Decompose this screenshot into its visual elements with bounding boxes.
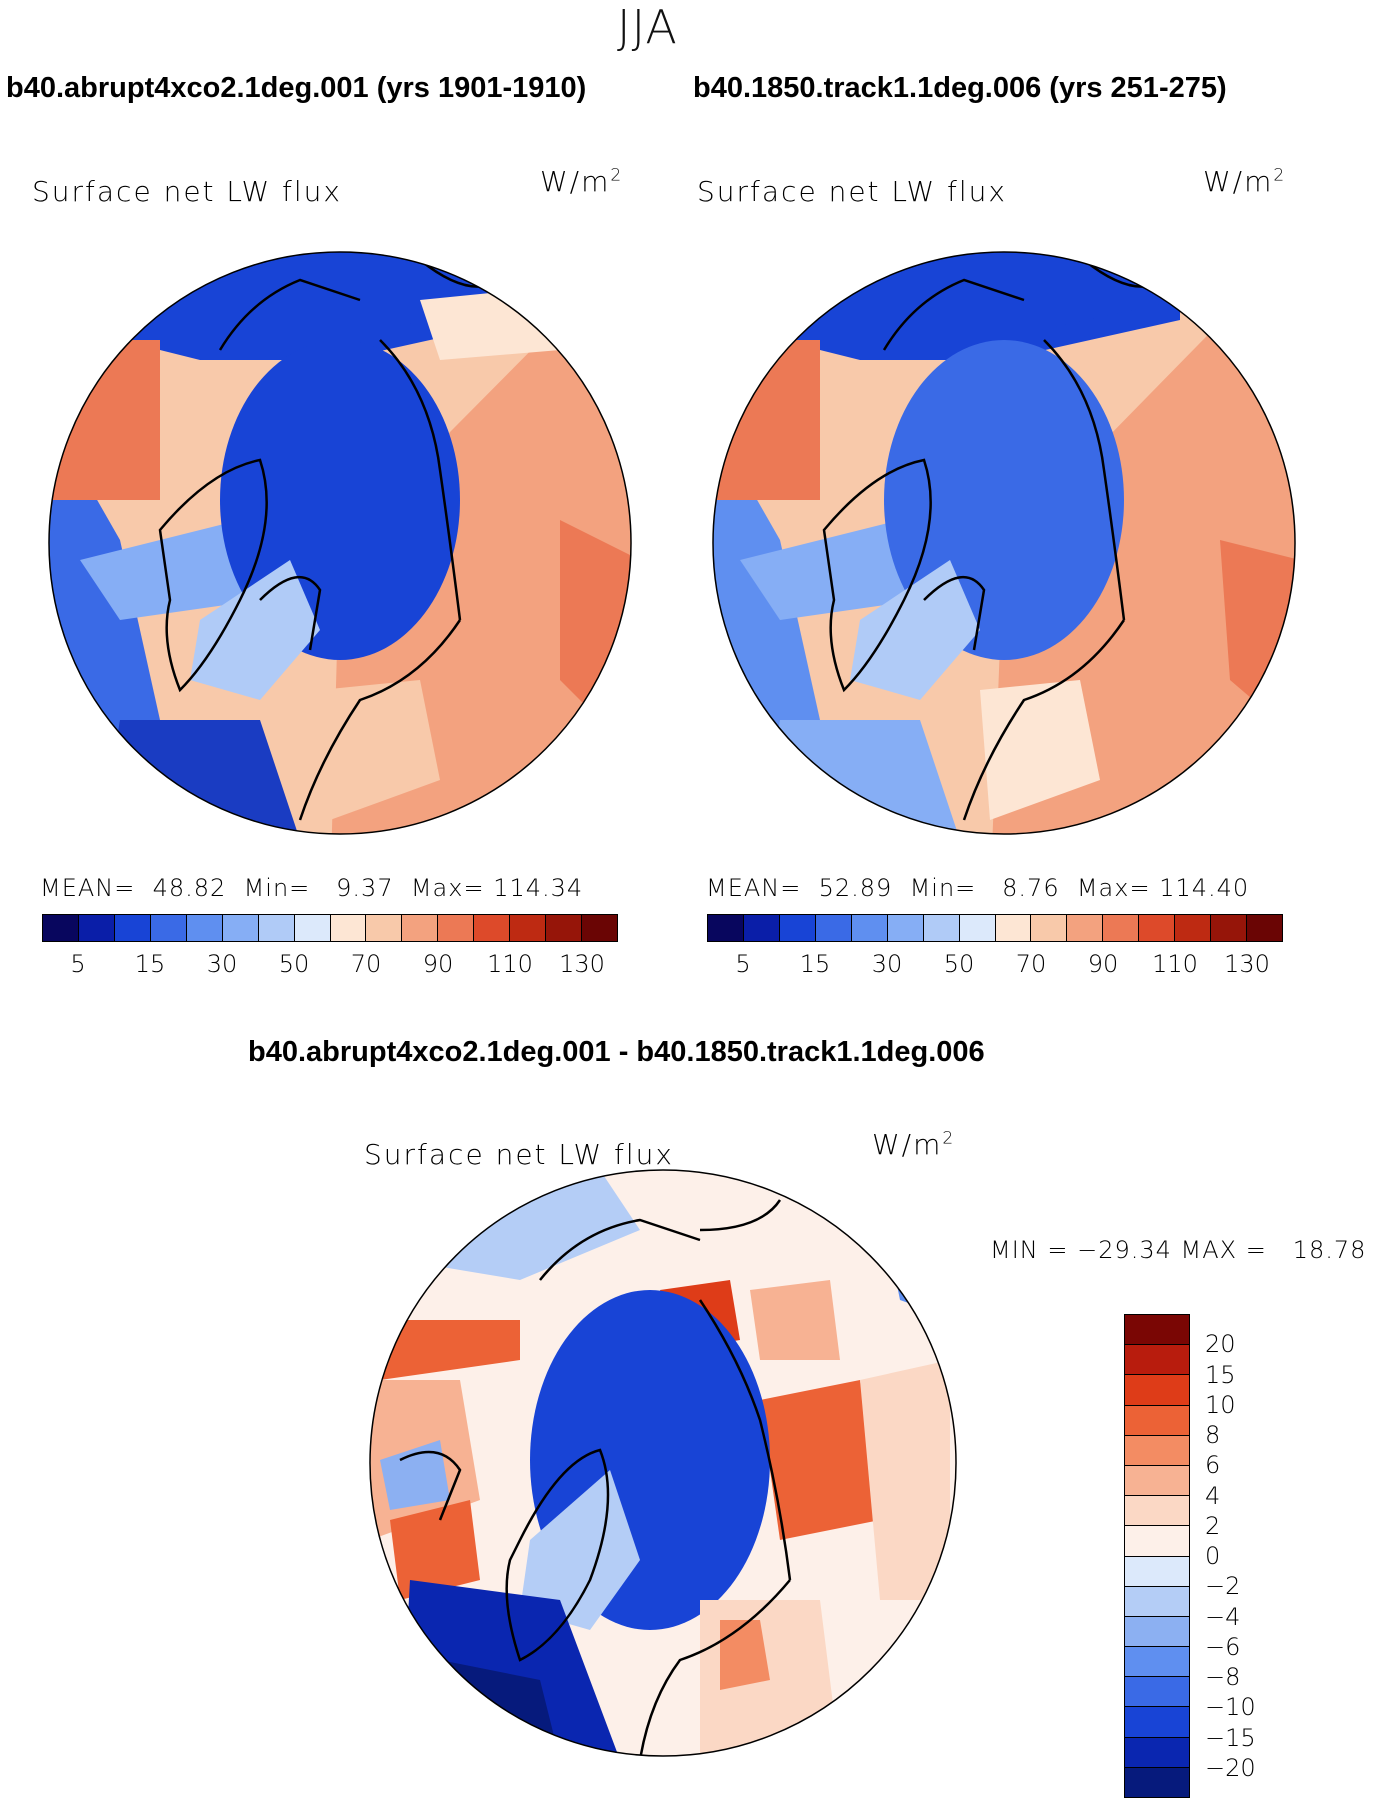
- panel-2-colorbar-tick-label: 110: [1152, 950, 1198, 978]
- panel-2-colorbar-swatch: [851, 915, 888, 941]
- difference-colorbar-tick-label: −2: [1205, 1572, 1241, 1601]
- panel-1-colorbar-tick-label: 5: [70, 950, 86, 978]
- difference-colorbar-tick-label: −6: [1205, 1632, 1241, 1661]
- panel-1-colorbar-swatch: [366, 915, 403, 941]
- difference-colorbar-swatch: [1125, 1556, 1189, 1587]
- panel-2-colorbar-swatch: [1067, 915, 1104, 941]
- panel-2-variable-title: Surface net LW flux: [697, 175, 1007, 208]
- difference-variable-title: Surface net LW flux: [364, 1138, 674, 1171]
- panel-1-colorbar: [42, 914, 618, 942]
- panel-2-colorbar-tick-label: 30: [871, 950, 903, 978]
- panel-2-colorbar-swatch: [887, 915, 924, 941]
- difference-colorbar-swatch: [1125, 1707, 1189, 1738]
- panel-1-colorbar-tick-label: 130: [559, 950, 605, 978]
- panel-1-units: W/m2: [540, 165, 624, 198]
- panel-1-variable-title: Surface net LW flux: [32, 175, 342, 208]
- panel-1-case-title: b40.abrupt4xco2.1deg.001 (yrs 1901-1910): [6, 72, 587, 104]
- season-title: JJA: [617, 0, 678, 54]
- panel-1-colorbar-swatch: [294, 915, 331, 941]
- difference-colorbar-swatch: [1125, 1345, 1189, 1376]
- panel-1-colorbar-tick-label: 70: [350, 950, 382, 978]
- panel-2-colorbar-tick-label: 130: [1224, 950, 1270, 978]
- difference-colorbar-swatch: [1125, 1465, 1189, 1497]
- panel-1-colorbar-tick-label: 50: [278, 950, 310, 978]
- panel-1-colorbar-swatch: [222, 915, 259, 941]
- panel-2-colorbar-swatch: [1175, 915, 1212, 941]
- difference-colorbar: [1124, 1314, 1190, 1798]
- panel-1-colorbar-swatch: [43, 915, 79, 941]
- panel-1-colorbar-tick-label: 110: [487, 950, 533, 978]
- panel-2-colorbar-swatch: [708, 915, 744, 941]
- panel-1-colorbar-tick-label: 90: [422, 950, 454, 978]
- panel-1-colorbar-swatch: [474, 915, 511, 941]
- difference-units: W/m2: [872, 1128, 956, 1161]
- panel-2-colorbar-swatch: [1211, 915, 1248, 941]
- difference-colorbar-swatch: [1125, 1315, 1189, 1346]
- panel-2-colorbar-swatch: [743, 915, 780, 941]
- panel-1-colorbar-tick-label: 15: [134, 950, 166, 978]
- panel-1-colorbar-swatch: [402, 915, 439, 941]
- difference-colorbar-tick-label: −8: [1205, 1663, 1241, 1691]
- difference-colorbar-swatch: [1125, 1767, 1189, 1797]
- panel-1-colorbar-swatch: [150, 915, 187, 941]
- panel-1-colorbar-swatch: [258, 915, 295, 941]
- panel-2-colorbar-swatch: [923, 915, 960, 941]
- panel-2-case-title: b40.1850.track1.1deg.006 (yrs 251-275): [693, 72, 1227, 104]
- difference-colorbar-swatch: [1125, 1677, 1189, 1708]
- difference-colorbar-tick-label: 20: [1205, 1330, 1236, 1359]
- difference-colorbar-tick-label: 10: [1205, 1390, 1236, 1419]
- difference-colorbar-tick-label: 4: [1205, 1481, 1221, 1510]
- panel-1-polar-map: [48, 251, 1296, 835]
- panel-1-colorbar-swatch: [330, 915, 367, 941]
- difference-colorbar-swatch: [1125, 1616, 1189, 1648]
- panel-1-colorbar-tick-label: 30: [206, 950, 238, 978]
- difference-colorbar-tick-label: −4: [1205, 1602, 1241, 1631]
- panel-1-colorbar-swatch: [510, 915, 547, 941]
- difference-colorbar-swatch: [1125, 1375, 1189, 1406]
- panel-2-colorbar-tick-label: 50: [943, 950, 975, 978]
- difference-colorbar-swatch: [1125, 1737, 1189, 1768]
- panel-2-colorbar-swatch: [1103, 915, 1140, 941]
- panel-2-colorbar-swatch: [1139, 915, 1176, 941]
- difference-colorbar-swatch: [1125, 1586, 1189, 1617]
- panel-2-colorbar-tick-label: 5: [735, 950, 751, 978]
- panel-2-colorbar-swatch: [1247, 915, 1282, 941]
- panel-2-colorbar-tick-label: 90: [1087, 950, 1119, 978]
- difference-colorbar-tick-label: −15: [1205, 1723, 1256, 1752]
- panel-2-colorbar-swatch: [779, 915, 816, 941]
- panel-2-colorbar-swatch: [1031, 915, 1068, 941]
- difference-colorbar-tick-label: −10: [1205, 1693, 1256, 1722]
- difference-colorbar-swatch: [1125, 1405, 1189, 1436]
- panel-2-stats: MEAN= 52.89 Min= 8.76 Max= 114.40: [706, 874, 1250, 902]
- panel-2-colorbar-swatch: [995, 915, 1032, 941]
- difference-colorbar-tick-label: 2: [1205, 1511, 1221, 1540]
- difference-colorbar-tick-label: 8: [1205, 1421, 1221, 1449]
- difference-polar-map: [369, 1169, 957, 1757]
- panel-2-colorbar-swatch: [959, 915, 996, 941]
- panel-1-colorbar-swatch: [546, 915, 583, 941]
- panel-1-colorbar-swatch: [114, 915, 151, 941]
- difference-colorbar-swatch: [1125, 1496, 1189, 1527]
- difference-colorbar-tick-label: −20: [1205, 1753, 1256, 1782]
- panel-2-colorbar: [707, 914, 1283, 942]
- difference-colorbar-tick-label: 15: [1205, 1360, 1236, 1389]
- panel-2-colorbar-tick-label: 15: [799, 950, 831, 978]
- difference-colorbar-swatch: [1125, 1526, 1189, 1557]
- panel-2-units: W/m2: [1203, 165, 1287, 198]
- panel-2-colorbar-swatch: [815, 915, 852, 941]
- panel-1-colorbar-swatch: [78, 915, 115, 941]
- panel-1-stats: MEAN= 48.82 Min= 9.37 Max= 114.34: [40, 874, 584, 902]
- panel-1-colorbar-swatch: [186, 915, 223, 941]
- panel-1-colorbar-swatch: [582, 915, 617, 941]
- difference-colorbar-swatch: [1125, 1647, 1189, 1678]
- difference-title: b40.abrupt4xco2.1deg.001 - b40.1850.trac…: [248, 1036, 985, 1068]
- difference-stats: MIN = −29.34 MAX = 18.78: [990, 1236, 1367, 1264]
- difference-colorbar-tick-label: 0: [1205, 1542, 1221, 1570]
- difference-colorbar-swatch: [1125, 1435, 1189, 1466]
- panel-2-colorbar-tick-label: 70: [1015, 950, 1047, 978]
- difference-colorbar-tick-label: 6: [1205, 1451, 1221, 1480]
- panel-1-colorbar-swatch: [438, 915, 475, 941]
